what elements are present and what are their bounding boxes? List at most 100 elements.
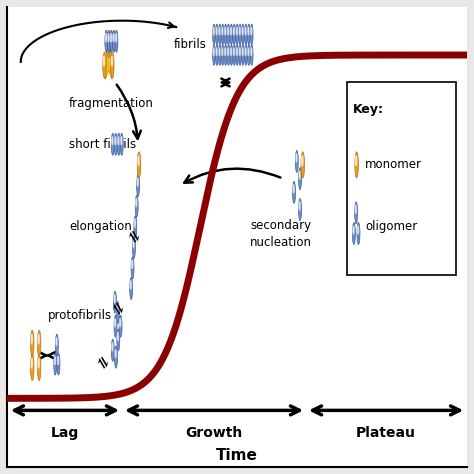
Circle shape bbox=[30, 355, 34, 381]
Circle shape bbox=[54, 353, 57, 375]
Circle shape bbox=[105, 30, 108, 52]
Circle shape bbox=[112, 30, 115, 52]
Circle shape bbox=[295, 150, 298, 173]
Circle shape bbox=[132, 237, 136, 258]
Circle shape bbox=[357, 223, 360, 245]
Circle shape bbox=[245, 48, 246, 55]
Circle shape bbox=[117, 133, 120, 155]
Circle shape bbox=[299, 168, 301, 190]
Circle shape bbox=[110, 34, 111, 42]
Text: Time: Time bbox=[216, 448, 258, 463]
Circle shape bbox=[216, 48, 217, 55]
FancyBboxPatch shape bbox=[346, 82, 456, 275]
Circle shape bbox=[242, 24, 245, 45]
Circle shape bbox=[355, 205, 356, 214]
Circle shape bbox=[213, 24, 215, 45]
Circle shape bbox=[118, 137, 119, 145]
Text: fragmentation: fragmentation bbox=[69, 97, 154, 109]
Circle shape bbox=[233, 48, 235, 55]
Circle shape bbox=[230, 45, 233, 65]
Circle shape bbox=[219, 27, 220, 35]
Circle shape bbox=[216, 27, 217, 35]
Circle shape bbox=[119, 315, 122, 337]
Circle shape bbox=[216, 24, 218, 45]
Circle shape bbox=[114, 291, 117, 313]
Circle shape bbox=[230, 24, 233, 45]
Circle shape bbox=[230, 27, 231, 35]
Circle shape bbox=[115, 30, 118, 52]
Circle shape bbox=[213, 45, 215, 65]
Circle shape bbox=[130, 277, 133, 300]
Circle shape bbox=[137, 174, 139, 197]
Circle shape bbox=[227, 24, 230, 45]
Circle shape bbox=[112, 343, 113, 351]
Circle shape bbox=[115, 137, 116, 145]
Circle shape bbox=[233, 24, 236, 45]
Circle shape bbox=[245, 24, 247, 45]
Text: ⇌: ⇌ bbox=[123, 228, 141, 246]
Circle shape bbox=[119, 319, 121, 327]
Circle shape bbox=[38, 334, 39, 344]
Circle shape bbox=[114, 315, 117, 337]
Circle shape bbox=[357, 226, 359, 234]
Circle shape bbox=[301, 156, 303, 166]
Circle shape bbox=[117, 329, 120, 351]
Circle shape bbox=[248, 48, 249, 55]
Circle shape bbox=[248, 27, 249, 35]
Circle shape bbox=[242, 48, 243, 55]
Circle shape bbox=[247, 45, 250, 65]
Circle shape bbox=[221, 24, 224, 45]
Circle shape bbox=[111, 133, 114, 155]
Circle shape bbox=[224, 45, 227, 65]
Circle shape bbox=[301, 152, 304, 178]
Circle shape bbox=[105, 34, 107, 42]
Circle shape bbox=[114, 133, 117, 155]
Circle shape bbox=[116, 301, 119, 324]
Circle shape bbox=[136, 199, 137, 207]
Circle shape bbox=[112, 137, 113, 145]
Circle shape bbox=[224, 24, 227, 45]
Text: protofibrils: protofibrils bbox=[48, 310, 112, 322]
Circle shape bbox=[250, 24, 253, 45]
Circle shape bbox=[221, 45, 224, 65]
Text: secondary
nucleation: secondary nucleation bbox=[250, 219, 312, 248]
Circle shape bbox=[31, 358, 32, 368]
Circle shape bbox=[108, 34, 109, 42]
Circle shape bbox=[245, 45, 247, 65]
Circle shape bbox=[233, 27, 235, 35]
Circle shape bbox=[108, 30, 110, 52]
Circle shape bbox=[213, 48, 214, 55]
Circle shape bbox=[233, 45, 236, 65]
Circle shape bbox=[138, 156, 139, 166]
Circle shape bbox=[227, 45, 230, 65]
Circle shape bbox=[103, 52, 106, 78]
Text: short fibrils: short fibrils bbox=[69, 138, 136, 151]
Text: ⇌: ⇌ bbox=[92, 353, 110, 371]
Circle shape bbox=[355, 152, 358, 178]
Circle shape bbox=[299, 202, 300, 210]
Text: Plateau: Plateau bbox=[356, 426, 416, 440]
Circle shape bbox=[222, 27, 223, 35]
Circle shape bbox=[251, 48, 252, 55]
Text: oligomer: oligomer bbox=[365, 220, 417, 233]
Circle shape bbox=[133, 239, 134, 248]
Circle shape bbox=[239, 45, 241, 65]
Text: Lag: Lag bbox=[51, 426, 79, 440]
Circle shape bbox=[236, 27, 237, 35]
Circle shape bbox=[111, 339, 114, 361]
Circle shape bbox=[115, 319, 116, 327]
Circle shape bbox=[353, 226, 354, 234]
Circle shape bbox=[296, 154, 297, 162]
Circle shape bbox=[131, 257, 134, 279]
Circle shape bbox=[121, 137, 122, 145]
Circle shape bbox=[219, 48, 220, 55]
Circle shape bbox=[242, 27, 243, 35]
Circle shape bbox=[242, 45, 245, 65]
Circle shape bbox=[239, 24, 241, 45]
Circle shape bbox=[222, 48, 223, 55]
Polygon shape bbox=[105, 31, 112, 79]
Circle shape bbox=[110, 52, 114, 78]
Circle shape bbox=[134, 219, 136, 228]
Circle shape bbox=[108, 36, 109, 46]
Circle shape bbox=[120, 133, 123, 155]
